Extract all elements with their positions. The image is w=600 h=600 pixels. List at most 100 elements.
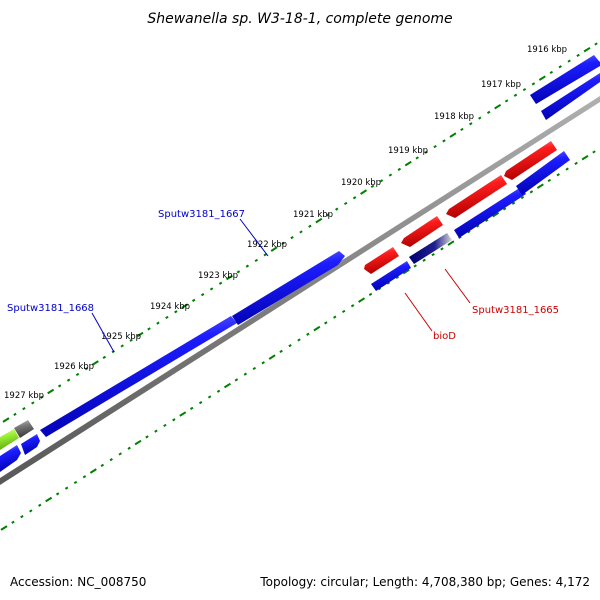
inner-tick-mark — [154, 429, 158, 433]
inner-tick-mark — [288, 344, 292, 348]
gene-label-biod[interactable]: bioD — [433, 331, 456, 342]
gene-pseudo[interactable] — [14, 420, 34, 438]
outer-tick-mark — [594, 42, 598, 46]
inner-tick-mark — [163, 423, 167, 428]
outer-tick-mark — [424, 150, 428, 154]
inner-tick-mark — [20, 515, 24, 519]
gene-reverse-4[interactable] — [504, 141, 557, 180]
gene-sputw3181-1665[interactable] — [401, 216, 443, 247]
inner-tick-mark — [118, 452, 122, 456]
outer-tick-mark — [120, 344, 124, 348]
inner-tick-mark — [476, 224, 480, 228]
outer-tick-mark — [335, 207, 339, 211]
outer-tick-mark — [191, 298, 196, 302]
inner-tick-mark — [520, 195, 525, 200]
inner-tick-mark — [198, 401, 203, 405]
outer-tick-mark — [460, 127, 464, 132]
inner-tick-mark — [55, 492, 60, 496]
gene-biod[interactable] — [409, 233, 452, 264]
outer-tick-mark — [47, 388, 55, 395]
outer-tick-mark — [40, 395, 44, 399]
gene-label-sputw3181-1665[interactable]: Sputw3181_1665 — [472, 305, 559, 316]
inner-tick-mark — [11, 520, 15, 524]
outer-tick-mark — [84, 367, 89, 371]
outer-tick-mark — [538, 75, 546, 81]
inner-tick-mark — [243, 372, 248, 376]
tick-label: 1919 kbp — [388, 146, 428, 156]
inner-tick-mark — [189, 406, 194, 410]
gene-lower-forward-1[interactable] — [371, 261, 411, 291]
outer-tick-mark — [360, 189, 368, 195]
outer-tick-mark — [315, 217, 323, 224]
map-title: Shewanella sp. W3-18-1, complete genome — [147, 11, 452, 27]
inner-tick-mark — [268, 354, 276, 360]
tick-label: 1917 kbp — [481, 80, 521, 90]
inner-tick-mark — [45, 496, 53, 503]
inner-tick-mark — [358, 297, 366, 303]
outer-tick-mark — [404, 160, 412, 167]
inner-tick-mark — [324, 321, 328, 325]
gene-sputw3181-1668[interactable] — [40, 316, 237, 437]
inner-tick-mark — [386, 281, 391, 285]
outer-tick-mark — [531, 82, 536, 86]
inner-tick-mark — [279, 349, 283, 353]
gene-label-sputw3181-1667[interactable]: Sputw3181_1667 — [158, 209, 245, 220]
outer-tick-mark — [513, 93, 518, 97]
outer-tick-mark — [442, 139, 446, 143]
inner-tick-mark — [73, 480, 78, 485]
gene-reverse-1[interactable] — [364, 247, 399, 274]
gene-reverse-3[interactable] — [446, 175, 507, 218]
inner-tick-mark — [581, 154, 589, 161]
outer-tick-mark — [136, 331, 144, 338]
inner-tick-mark — [341, 309, 346, 314]
inner-tick-mark — [297, 338, 301, 342]
outer-tick-mark — [200, 293, 205, 297]
inner-tick-mark — [234, 378, 239, 382]
inner-tick-mark — [223, 382, 231, 389]
outer-tick-mark — [308, 224, 312, 228]
inner-tick-mark — [333, 315, 337, 319]
gene-lower-forward-2[interactable] — [454, 187, 526, 238]
outer-tick-mark — [236, 270, 241, 274]
footer-accession: Accession: NC_008750 — [10, 575, 147, 589]
inner-tick-mark — [100, 463, 105, 467]
tick-label: 1916 kbp — [527, 45, 567, 55]
gene-lower-left-2[interactable] — [21, 434, 40, 455]
outer-tick-mark — [165, 315, 169, 320]
outer-tick-mark — [66, 378, 71, 382]
inner-tick-mark — [89, 468, 97, 474]
callout-line-1667 — [239, 218, 269, 257]
outer-tick-mark — [156, 321, 160, 325]
outer-tick-mark — [576, 53, 580, 57]
gene-lower-left-1[interactable] — [0, 445, 21, 472]
outer-tick-mark — [13, 412, 17, 416]
inner-tick-mark — [0, 525, 8, 531]
inner-tick-mark — [172, 418, 176, 422]
inner-tick-mark — [556, 173, 560, 177]
outer-tick-mark — [522, 87, 527, 92]
gene-forward-1916b[interactable] — [541, 73, 600, 120]
tick-labels: 1916 kbp 1917 kbp 1918 kbp 1919 kbp 1920 kbp… — [4, 45, 567, 401]
outer-tick-mark — [22, 407, 26, 411]
gene-forward-1916a[interactable] — [530, 55, 600, 104]
tick-label: 1925 kbp — [101, 332, 141, 342]
gene-lower-forward-3[interactable] — [516, 151, 570, 195]
outer-tick-mark — [57, 384, 62, 388]
outer-tick-mark — [449, 132, 457, 138]
outer-tick-mark — [129, 338, 133, 342]
outer-tick-mark — [181, 303, 189, 309]
gene-label-sputw3181-1668[interactable]: Sputw3181_1668 — [7, 303, 94, 314]
outer-tick-mark — [174, 310, 178, 314]
tick-label: 1920 kbp — [341, 178, 381, 188]
gene-rna[interactable] — [0, 429, 19, 450]
inner-tick-track — [0, 150, 596, 531]
inner-tick-mark — [467, 230, 471, 234]
gene-sputw3181-1667[interactable] — [232, 251, 345, 325]
tick-label: 1927 kbp — [4, 391, 44, 401]
outer-tick-mark — [290, 236, 294, 240]
inner-tick-mark — [592, 150, 596, 154]
outer-tick-mark — [147, 327, 151, 331]
outer-tick-mark — [326, 213, 330, 217]
inner-tick-mark — [574, 161, 578, 165]
